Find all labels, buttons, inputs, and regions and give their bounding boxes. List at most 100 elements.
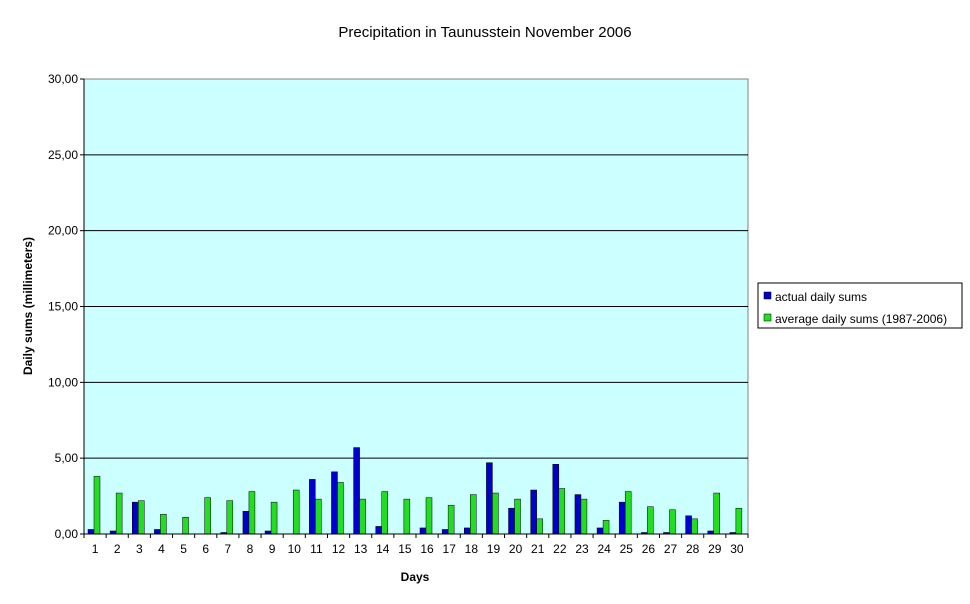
- bar-average: [204, 497, 211, 535]
- bar-actual: [530, 489, 537, 535]
- bar-average: [669, 509, 676, 535]
- bar-average: [713, 492, 720, 535]
- bar-average: [337, 482, 344, 535]
- bar-actual: [464, 527, 471, 535]
- x-tick-label: 13: [354, 542, 368, 556]
- x-tick-label: 20: [509, 542, 523, 556]
- legend-swatch-actual: [763, 291, 772, 300]
- y-axis: 0,00 5,00 10,00 15,00 20,00 25,00 30,00: [48, 72, 85, 541]
- x-tick-label: 7: [225, 542, 232, 556]
- y-tick-label: 25,00: [48, 148, 78, 162]
- x-tick-label: 5: [180, 542, 187, 556]
- bars: [87, 447, 743, 535]
- x-tick-label: 4: [158, 542, 165, 556]
- bar-actual: [486, 462, 493, 535]
- x-tick-label: 25: [620, 542, 634, 556]
- y-tick-label: 0,00: [55, 527, 79, 541]
- bar-average: [691, 518, 698, 535]
- legend-swatch-average: [763, 313, 772, 322]
- bar-average: [381, 491, 388, 535]
- x-tick-label: 1: [92, 542, 99, 556]
- bar-actual: [685, 515, 692, 535]
- x-tick-label: 8: [247, 542, 254, 556]
- bar-average: [292, 489, 300, 535]
- bar-average: [359, 498, 366, 535]
- x-tick-label: 23: [575, 542, 589, 556]
- x-tick-label: 17: [443, 542, 457, 556]
- y-tick-label: 20,00: [48, 224, 78, 238]
- bar-actual: [574, 494, 582, 535]
- x-tick-label: 21: [531, 542, 545, 556]
- x-tick-label: 22: [553, 542, 567, 556]
- x-tick-label: 24: [597, 542, 611, 556]
- bar-actual: [87, 529, 95, 535]
- bar-actual: [132, 501, 139, 535]
- bar-actual: [441, 529, 449, 535]
- chart-title: Precipitation in Taunusstein November 20…: [338, 24, 631, 41]
- legend-label-actual: actual daily sums: [775, 290, 867, 304]
- x-tick-label: 29: [708, 542, 722, 556]
- y-axis-title: Daily sums (millimeters): [21, 237, 35, 375]
- bar-actual: [618, 501, 626, 535]
- x-tick-label: 26: [642, 542, 656, 556]
- x-tick-label: 18: [465, 542, 479, 556]
- x-tick-label: 12: [332, 542, 346, 556]
- x-tick-label: 15: [398, 542, 412, 556]
- gridlines: [84, 154, 748, 459]
- y-tick-label: 5,00: [55, 451, 79, 465]
- legend-box: [757, 282, 963, 329]
- x-tick-label: 3: [136, 542, 143, 556]
- bar-average: [514, 498, 521, 535]
- bar-average: [492, 492, 499, 535]
- bar-average: [226, 500, 234, 535]
- bar-average: [248, 491, 256, 535]
- x-axis: 1 2 3 4 5 6 7 8 9 10 11 12 13 14 15 16 17 18 19 20 21 22 23 24 2…: [83, 533, 749, 556]
- x-tick-label: 10: [288, 542, 302, 556]
- y-tick-label: 10,00: [48, 375, 78, 389]
- bar-average: [536, 518, 543, 535]
- bar-average: [425, 497, 433, 535]
- bar-actual: [375, 526, 382, 535]
- bar-average: [93, 476, 101, 535]
- bar-average: [447, 504, 455, 535]
- bar-actual: [353, 447, 360, 535]
- x-tick-label: 19: [487, 542, 501, 556]
- bar-average: [403, 498, 411, 535]
- y-tick-label: 30,00: [48, 72, 78, 86]
- x-tick-label: 6: [202, 542, 209, 556]
- x-axis-title: Days: [401, 570, 430, 584]
- bar-average: [624, 491, 632, 535]
- x-tick-label: 11: [310, 542, 323, 556]
- bar-actual: [419, 527, 427, 535]
- bar-actual: [309, 479, 316, 535]
- bar-average: [182, 517, 189, 535]
- legend: actual daily sums average daily sums (19…: [757, 282, 963, 329]
- bar-actual: [242, 511, 250, 535]
- bar-actual: [331, 471, 338, 535]
- bar-average: [138, 500, 145, 535]
- x-tick-label: 28: [686, 542, 700, 556]
- bar-actual: [508, 507, 515, 535]
- y-tick-label: 15,00: [48, 300, 78, 314]
- bar-actual: [552, 463, 560, 535]
- bar-average: [580, 498, 588, 535]
- bar-average: [647, 506, 654, 535]
- x-tick-label: 30: [730, 542, 744, 556]
- x-tick-label: 9: [269, 542, 276, 556]
- bar-actual: [596, 527, 604, 535]
- bar-average: [470, 494, 477, 535]
- bar-average: [315, 498, 322, 535]
- legend-label-average: average daily sums (1987-2006): [775, 312, 947, 326]
- bar-average: [602, 520, 610, 535]
- bar-average: [160, 514, 167, 535]
- x-tick-label: 14: [376, 542, 390, 556]
- bar-average: [558, 488, 566, 535]
- bar-average: [735, 507, 743, 535]
- bar-average: [115, 492, 123, 535]
- bar-actual: [154, 529, 161, 535]
- x-tick-label: 2: [114, 542, 121, 556]
- bar-average: [270, 501, 278, 535]
- x-tick-label: 16: [420, 542, 434, 556]
- x-tick-label: 27: [664, 542, 678, 556]
